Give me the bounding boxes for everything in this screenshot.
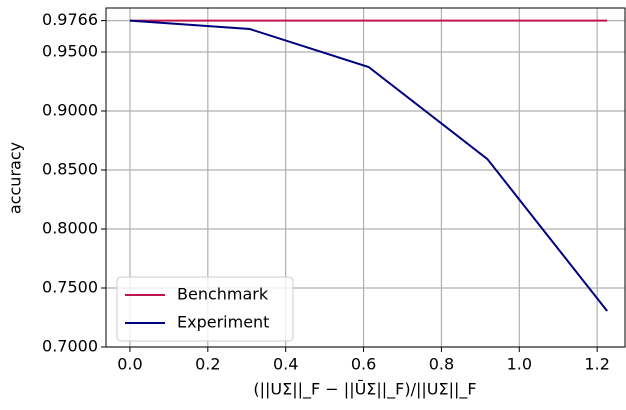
- legend-box: [116, 276, 294, 342]
- x-tick-label: 1.2: [584, 355, 609, 374]
- x-tick-label: 0.6: [351, 355, 376, 374]
- x-tick-label: 0.2: [195, 355, 220, 374]
- plot-frame: [105, 7, 626, 348]
- y-tick-label: 0.9000: [42, 101, 98, 120]
- y-tick-label: 0.8500: [42, 160, 98, 179]
- x-axis-label: (||UΣ||_F − ||ŪΣ||_F)/||UΣ||_F: [253, 380, 476, 400]
- x-tick-label: 0.0: [117, 355, 142, 374]
- y-tick-label: 0.7000: [42, 337, 98, 356]
- y-tick-label: 0.9500: [42, 42, 98, 61]
- y-tick-label: 0.7500: [42, 278, 98, 297]
- legend-label: Benchmark: [177, 285, 269, 304]
- legend: Benchmark Experiment: [116, 276, 294, 342]
- legend-label: Experiment: [177, 313, 269, 332]
- x-tick-label: 1.0: [507, 355, 532, 374]
- x-tick-label: 0.8: [429, 355, 454, 374]
- y-tick-label: 0.8000: [42, 219, 98, 238]
- series-line: [129, 19, 608, 312]
- x-tick-label: 0.4: [273, 355, 298, 374]
- y-tick-label: 0.9766: [42, 10, 98, 29]
- y-axis-label: accuracy: [6, 142, 25, 214]
